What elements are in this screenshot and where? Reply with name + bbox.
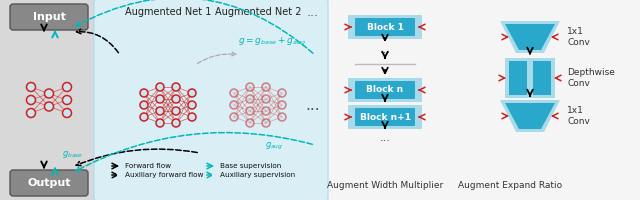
Polygon shape xyxy=(500,21,560,53)
Circle shape xyxy=(246,107,254,115)
Text: Auxiliary forward flow: Auxiliary forward flow xyxy=(125,172,204,178)
Circle shape xyxy=(262,83,270,91)
FancyBboxPatch shape xyxy=(533,61,551,95)
Text: Augmented Net 1: Augmented Net 1 xyxy=(125,7,211,17)
Text: Block n: Block n xyxy=(367,86,404,95)
Circle shape xyxy=(63,96,72,104)
Text: Block n+1: Block n+1 xyxy=(360,112,410,121)
Circle shape xyxy=(140,101,148,109)
Circle shape xyxy=(156,107,164,115)
Circle shape xyxy=(230,89,238,97)
Text: ...: ... xyxy=(380,45,390,55)
Circle shape xyxy=(278,89,286,97)
Circle shape xyxy=(63,108,72,117)
FancyArrowPatch shape xyxy=(197,52,236,63)
Circle shape xyxy=(45,102,54,111)
FancyBboxPatch shape xyxy=(10,4,88,30)
Text: Auxiliary supervision: Auxiliary supervision xyxy=(220,172,295,178)
FancyBboxPatch shape xyxy=(0,0,100,200)
Polygon shape xyxy=(500,100,560,132)
FancyBboxPatch shape xyxy=(355,81,415,99)
Circle shape xyxy=(188,113,196,121)
Circle shape xyxy=(156,83,164,91)
Circle shape xyxy=(156,95,164,103)
Circle shape xyxy=(278,113,286,121)
Text: Depthwise
Conv: Depthwise Conv xyxy=(567,68,615,88)
Circle shape xyxy=(172,107,180,115)
Text: $g_{base}$: $g_{base}$ xyxy=(62,149,83,160)
Text: Augment Expand Ratio: Augment Expand Ratio xyxy=(458,182,562,190)
Circle shape xyxy=(262,119,270,127)
Circle shape xyxy=(26,96,35,104)
Polygon shape xyxy=(505,103,555,129)
Text: Output: Output xyxy=(28,178,71,188)
Circle shape xyxy=(246,83,254,91)
Text: ...: ... xyxy=(380,133,390,143)
Circle shape xyxy=(26,108,35,117)
Circle shape xyxy=(188,101,196,109)
FancyBboxPatch shape xyxy=(529,58,555,98)
Text: Block 1: Block 1 xyxy=(367,22,403,31)
Text: Augment Width Multiplier: Augment Width Multiplier xyxy=(327,182,443,190)
Circle shape xyxy=(63,82,72,92)
Circle shape xyxy=(246,95,254,103)
Text: $g = g_{base} + g_{aug}$: $g = g_{base} + g_{aug}$ xyxy=(238,36,306,48)
Circle shape xyxy=(278,101,286,109)
FancyArrowPatch shape xyxy=(76,0,313,53)
Circle shape xyxy=(262,95,270,103)
Circle shape xyxy=(156,119,164,127)
Text: Forward flow: Forward flow xyxy=(125,163,171,169)
FancyBboxPatch shape xyxy=(509,61,527,95)
Circle shape xyxy=(140,89,148,97)
Text: ...: ... xyxy=(306,98,320,112)
Circle shape xyxy=(45,89,54,98)
FancyArrowPatch shape xyxy=(76,149,197,166)
Circle shape xyxy=(188,89,196,97)
Circle shape xyxy=(172,95,180,103)
Text: $g_{aug}$: $g_{aug}$ xyxy=(265,140,283,152)
FancyBboxPatch shape xyxy=(10,170,88,196)
Text: 1x1
Conv: 1x1 Conv xyxy=(567,27,590,47)
FancyBboxPatch shape xyxy=(94,0,328,200)
FancyBboxPatch shape xyxy=(355,108,415,126)
Circle shape xyxy=(262,107,270,115)
Text: 1x1
Conv: 1x1 Conv xyxy=(567,106,590,126)
Circle shape xyxy=(230,113,238,121)
Text: Augmented Net 2: Augmented Net 2 xyxy=(215,7,301,17)
FancyBboxPatch shape xyxy=(348,78,422,102)
FancyBboxPatch shape xyxy=(348,15,422,39)
Polygon shape xyxy=(505,24,555,50)
Circle shape xyxy=(230,101,238,109)
FancyArrowPatch shape xyxy=(76,29,118,53)
Circle shape xyxy=(26,82,35,92)
Text: Base supervision: Base supervision xyxy=(220,163,281,169)
FancyBboxPatch shape xyxy=(505,58,531,98)
Circle shape xyxy=(172,119,180,127)
Circle shape xyxy=(246,119,254,127)
Circle shape xyxy=(172,83,180,91)
FancyArrowPatch shape xyxy=(76,133,312,171)
Text: Input: Input xyxy=(33,12,65,22)
FancyBboxPatch shape xyxy=(348,105,422,129)
Text: ...: ... xyxy=(307,5,319,19)
FancyBboxPatch shape xyxy=(355,18,415,36)
Circle shape xyxy=(140,113,148,121)
